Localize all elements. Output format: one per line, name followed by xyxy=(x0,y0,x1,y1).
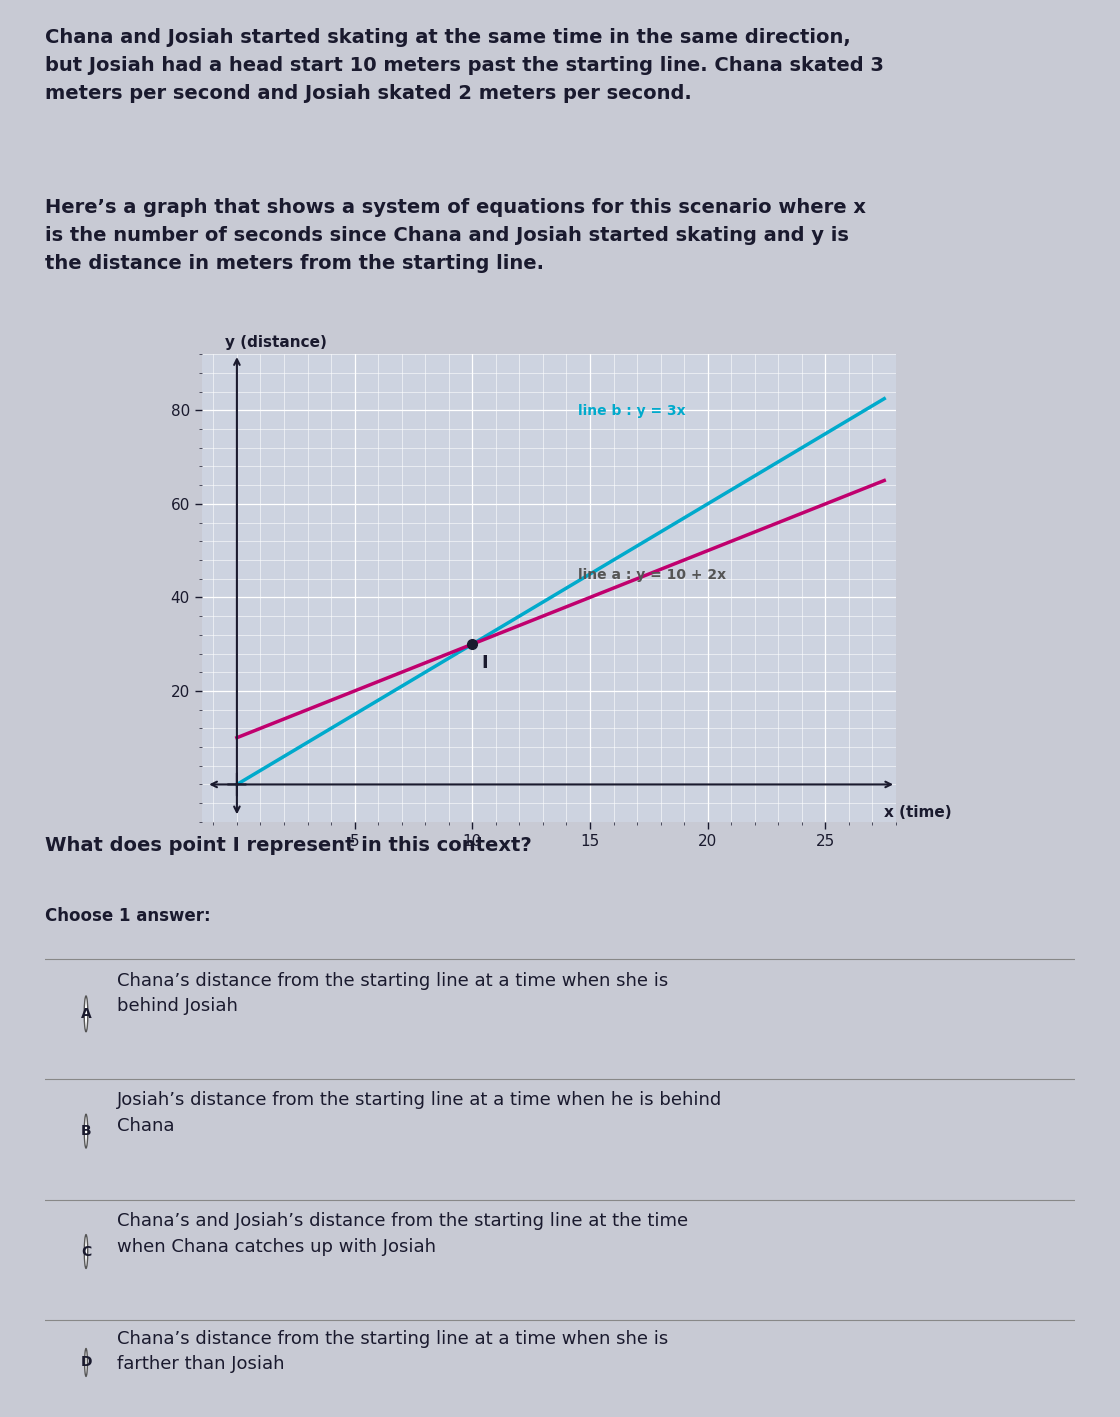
Text: Here’s a graph that shows a system of equations for this scenario where x
is the: Here’s a graph that shows a system of eq… xyxy=(45,198,866,273)
Text: Josiah’s distance from the starting line at a time when he is behind
Chana: Josiah’s distance from the starting line… xyxy=(116,1091,722,1135)
Ellipse shape xyxy=(84,1114,87,1148)
Text: B: B xyxy=(81,1124,92,1138)
Text: line b : y = 3x: line b : y = 3x xyxy=(578,404,685,418)
Text: Chana and Josiah started skating at the same time in the same direction,
but Jos: Chana and Josiah started skating at the … xyxy=(45,28,884,103)
Ellipse shape xyxy=(84,996,87,1032)
Text: y (distance): y (distance) xyxy=(225,334,327,350)
Text: Chana’s and Josiah’s distance from the starting line at the time
when Chana catc: Chana’s and Josiah’s distance from the s… xyxy=(116,1212,688,1255)
Text: I: I xyxy=(482,653,488,672)
Ellipse shape xyxy=(84,1234,87,1268)
Text: What does point I represent in this context?: What does point I represent in this cont… xyxy=(45,836,532,854)
Text: line a : y = 10 + 2x: line a : y = 10 + 2x xyxy=(578,568,727,582)
Text: Chana’s distance from the starting line at a time when she is
behind Josiah: Chana’s distance from the starting line … xyxy=(116,972,669,1016)
Text: C: C xyxy=(81,1244,91,1258)
Text: Choose 1 answer:: Choose 1 answer: xyxy=(45,907,211,925)
Text: Chana’s distance from the starting line at a time when she is
farther than Josia: Chana’s distance from the starting line … xyxy=(116,1329,669,1373)
Text: A: A xyxy=(81,1007,92,1020)
Text: D: D xyxy=(81,1356,92,1369)
Ellipse shape xyxy=(85,1349,87,1376)
Text: x (time): x (time) xyxy=(884,805,952,820)
